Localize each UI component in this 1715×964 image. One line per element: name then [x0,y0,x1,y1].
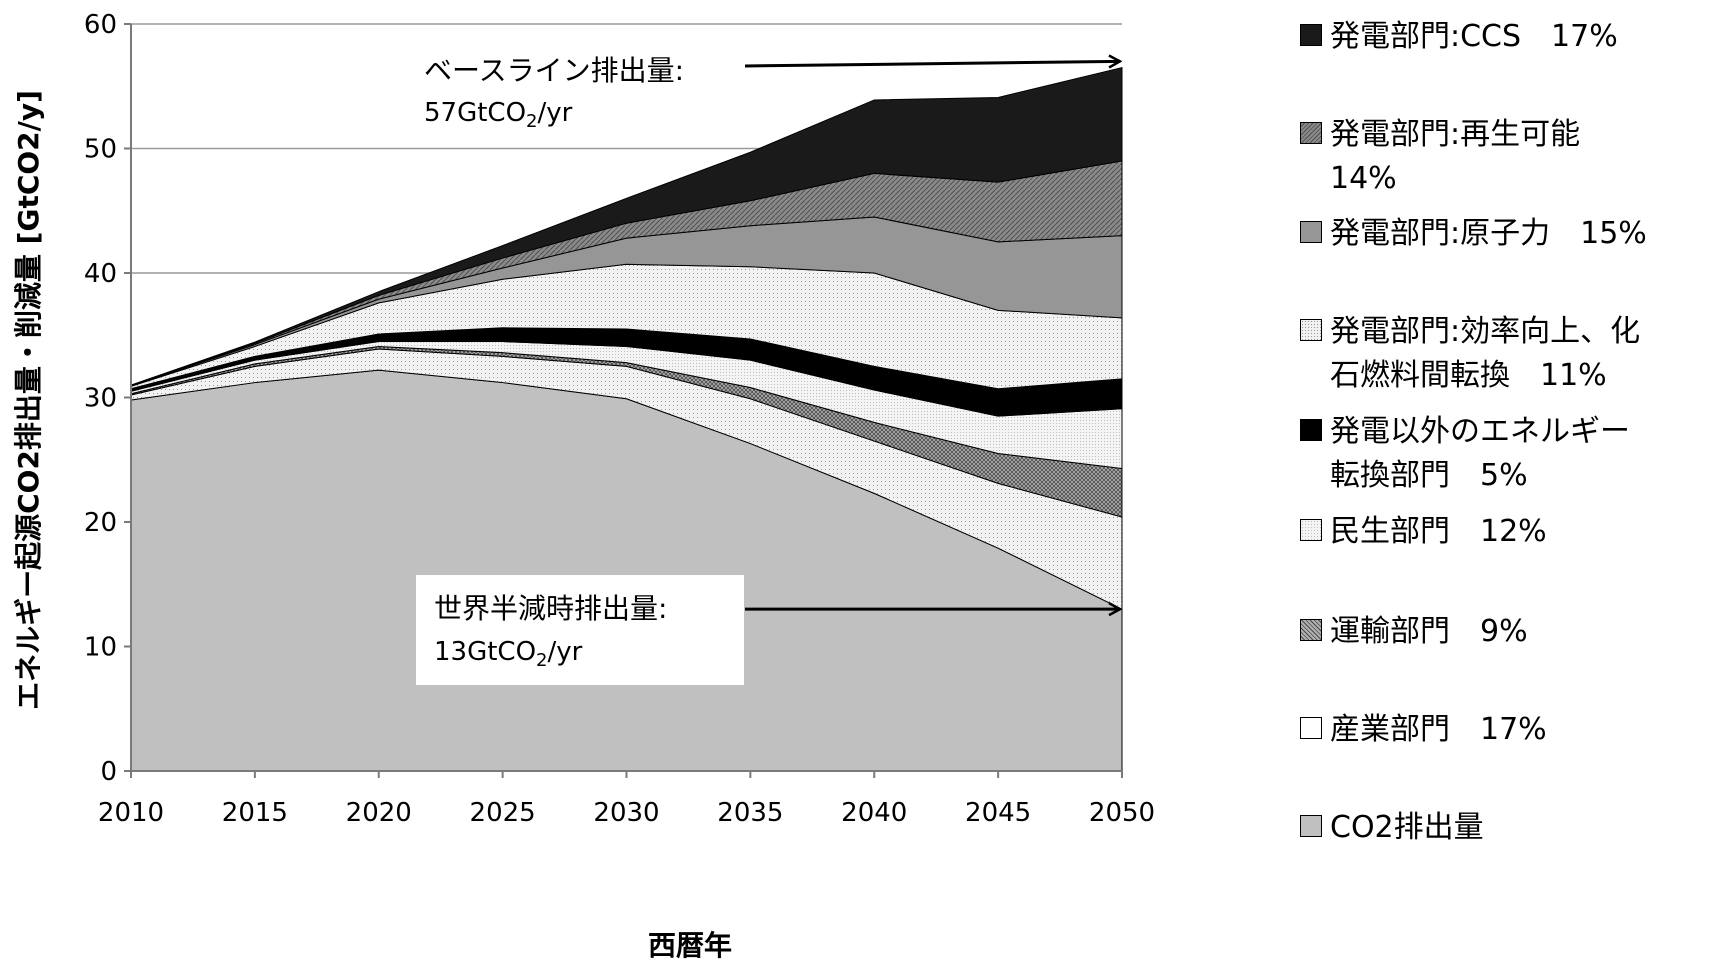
legend-swatch [1300,221,1322,243]
baseline-label: ベースライン排出量: [424,54,684,87]
half-emission-label-box [416,575,744,685]
y-tick-label: 60 [84,10,117,40]
legend-swatch [1300,419,1322,441]
legend-label: 民生部門 12% [1330,514,1547,549]
legend: 発電部門:CCS 17% 発電部門:再生可能 14% 発電部門:原子力 15% 発電部… [1300,0,1710,964]
legend-label: CO2排出量 [1330,810,1484,845]
legend-item: 産業部門 17% [1300,708,1700,752]
legend-label: 発電部門:CCS 17% [1330,19,1618,54]
x-tick-label: 2040 [841,798,907,828]
y-tick-label: 20 [84,508,117,538]
x-tick-label: 2050 [1089,798,1155,828]
half-emission-value: 13GtCO2/yr [434,637,583,671]
x-tick-label: 2025 [470,798,536,828]
legend-label: 発電部門:再生可能 14% [1330,117,1581,196]
legend-swatch [1300,619,1322,641]
legend-swatch [1300,122,1322,144]
legend-item: 民生部門 12% [1300,510,1700,554]
x-tick-label: 2010 [98,798,164,828]
legend-swatch [1300,815,1322,837]
x-tick-label: 2035 [717,798,783,828]
x-tick-label: 2020 [346,798,412,828]
baseline-value: 57GtCO2/yr [424,98,573,132]
legend-swatch [1300,24,1322,46]
legend-label: 運輸部門 9% [1330,614,1528,649]
baseline-arrow [744,61,1120,66]
legend-swatch [1300,319,1322,341]
legend-item: 発電部門:原子力 15% [1300,212,1700,256]
y-tick-label: 0 [100,757,117,787]
half-emission-label: 世界半減時排出量: [434,592,667,625]
legend-label: 発電以外のエネルギー 転換部門 5% [1330,414,1630,493]
y-axis-title: エネルギー起源CO2排出量・削減量 [GtCO2/y] [12,90,45,710]
x-tick-label: 2015 [222,798,288,828]
legend-swatch [1300,519,1322,541]
y-tick-label: 10 [84,633,117,663]
area-series [130,66,1123,386]
legend-label: 産業部門 17% [1330,712,1547,747]
legend-item: 発電部門:CCS 17% [1300,15,1700,59]
legend-item: 発電部門:再生可能 14% [1300,113,1700,201]
y-tick-label: 40 [84,259,117,289]
legend-swatch [1300,717,1322,739]
legend-label: 発電部門:効率向上、化 石燃料間転換 11% [1330,314,1641,393]
legend-item: 運輸部門 9% [1300,610,1700,654]
x-tick-label: 2030 [593,798,659,828]
legend-item: CO2排出量 [1300,806,1700,850]
y-tick-label: 30 [84,384,117,414]
legend-label: 発電部門:原子力 15% [1330,216,1647,251]
y-tick-label: 50 [84,135,117,165]
x-axis-title: 西暦年 [648,929,732,962]
x-tick-label: 2045 [965,798,1031,828]
legend-item: 発電以外のエネルギー 転換部門 5% [1300,410,1700,498]
legend-item: 発電部門:効率向上、化 石燃料間転換 11% [1300,310,1700,398]
